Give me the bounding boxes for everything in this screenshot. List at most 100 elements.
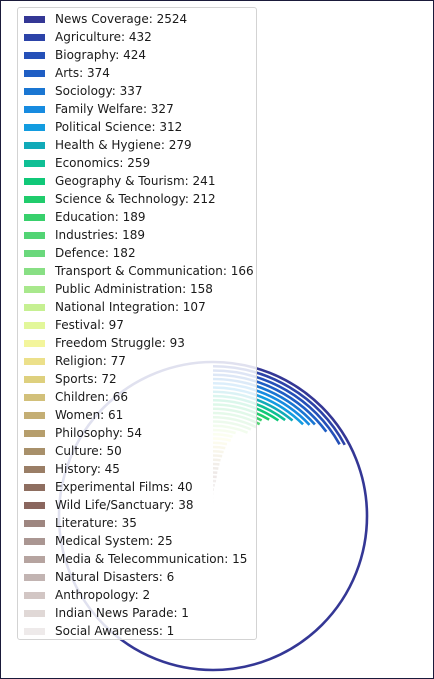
legend-swatch bbox=[24, 447, 45, 455]
legend-swatch bbox=[24, 339, 45, 347]
legend-item-social-awareness: Social Awareness: 1 bbox=[24, 622, 174, 640]
legend-item-health-hygiene: Health & Hygiene: 279 bbox=[24, 136, 192, 154]
legend-item-family-welfare: Family Welfare: 327 bbox=[24, 100, 174, 118]
legend-item-culture: Culture: 50 bbox=[24, 442, 122, 460]
legend-label: Festival: 97 bbox=[55, 318, 124, 332]
legend-item-media-telecommunication: Media & Telecommunication: 15 bbox=[24, 550, 247, 568]
legend-swatch bbox=[24, 357, 45, 365]
legend-item-political-science: Political Science: 312 bbox=[24, 118, 182, 136]
legend-item-literature: Literature: 35 bbox=[24, 514, 137, 532]
legend-item-festival: Festival: 97 bbox=[24, 316, 124, 334]
legend-swatch bbox=[24, 249, 45, 257]
legend-label: Agriculture: 432 bbox=[55, 30, 152, 44]
legend-swatch bbox=[24, 609, 45, 617]
legend-swatch bbox=[24, 213, 45, 221]
legend-swatch bbox=[24, 573, 45, 581]
legend-item-public-administration: Public Administration: 158 bbox=[24, 280, 213, 298]
legend-swatch bbox=[24, 627, 45, 635]
legend-item-religion: Religion: 77 bbox=[24, 352, 126, 370]
legend-item-philosophy: Philosophy: 54 bbox=[24, 424, 142, 442]
legend-swatch bbox=[24, 303, 45, 311]
legend-item-education: Education: 189 bbox=[24, 208, 146, 226]
legend-swatch bbox=[24, 321, 45, 329]
legend-label: Sociology: 337 bbox=[55, 84, 143, 98]
legend-item-experimental-films: Experimental Films: 40 bbox=[24, 478, 193, 496]
legend-swatch bbox=[24, 375, 45, 383]
legend-swatch bbox=[24, 123, 45, 131]
legend-item-arts: Arts: 374 bbox=[24, 64, 110, 82]
legend-label: Freedom Struggle: 93 bbox=[55, 336, 185, 350]
legend-item-industries: Industries: 189 bbox=[24, 226, 145, 244]
legend-swatch bbox=[24, 393, 45, 401]
legend-item-anthropology: Anthropology: 2 bbox=[24, 586, 150, 604]
legend-item-medical-system: Medical System: 25 bbox=[24, 532, 173, 550]
legend-label: Family Welfare: 327 bbox=[55, 102, 174, 116]
legend-label: Health & Hygiene: 279 bbox=[55, 138, 192, 152]
legend-label: News Coverage: 2524 bbox=[55, 12, 188, 26]
legend-item-science-technology: Science & Technology: 212 bbox=[24, 190, 216, 208]
legend-swatch bbox=[24, 231, 45, 239]
legend-item-wild-life-sanctuary: Wild Life/Sanctuary: 38 bbox=[24, 496, 194, 514]
legend-label: Industries: 189 bbox=[55, 228, 145, 242]
legend-swatch bbox=[24, 69, 45, 77]
legend-label: Wild Life/Sanctuary: 38 bbox=[55, 498, 194, 512]
legend-swatch bbox=[24, 537, 45, 545]
legend-swatch bbox=[24, 51, 45, 59]
legend-label: Biography: 424 bbox=[55, 48, 147, 62]
legend-item-biography: Biography: 424 bbox=[24, 46, 146, 64]
legend-item-children: Children: 66 bbox=[24, 388, 128, 406]
legend-item-women: Women: 61 bbox=[24, 406, 123, 424]
legend-item-news-coverage: News Coverage: 2524 bbox=[24, 10, 187, 28]
legend-swatch bbox=[24, 411, 45, 419]
legend-item-indian-news-parade: Indian News Parade: 1 bbox=[24, 604, 189, 622]
legend-swatch bbox=[24, 87, 45, 95]
legend-label: Indian News Parade: 1 bbox=[55, 606, 189, 620]
legend-label: History: 45 bbox=[55, 462, 120, 476]
legend-label: Experimental Films: 40 bbox=[55, 480, 193, 494]
legend-item-transport-communication: Transport & Communication: 166 bbox=[24, 262, 254, 280]
legend-item-agriculture: Agriculture: 432 bbox=[24, 28, 152, 46]
legend-label: Philosophy: 54 bbox=[55, 426, 143, 440]
legend-item-national-integration: National Integration: 107 bbox=[24, 298, 206, 316]
legend-swatch bbox=[24, 15, 45, 23]
legend-label: Culture: 50 bbox=[55, 444, 122, 458]
legend-swatch bbox=[24, 177, 45, 185]
legend-item-economics: Economics: 259 bbox=[24, 154, 150, 172]
legend-item-history: History: 45 bbox=[24, 460, 120, 478]
legend-label: Anthropology: 2 bbox=[55, 588, 151, 602]
legend-item-defence: Defence: 182 bbox=[24, 244, 136, 262]
legend-label: Media & Telecommunication: 15 bbox=[55, 552, 248, 566]
legend-swatch bbox=[24, 285, 45, 293]
legend-swatch bbox=[24, 159, 45, 167]
legend-item-natural-disasters: Natural Disasters: 6 bbox=[24, 568, 174, 586]
legend-swatch bbox=[24, 195, 45, 203]
legend-label: Political Science: 312 bbox=[55, 120, 183, 134]
legend-label: Natural Disasters: 6 bbox=[55, 570, 175, 584]
legend-swatch bbox=[24, 267, 45, 275]
legend-swatch bbox=[24, 591, 45, 599]
legend-swatch bbox=[24, 501, 45, 509]
legend-swatch bbox=[24, 33, 45, 41]
legend-item-sociology: Sociology: 337 bbox=[24, 82, 143, 100]
legend-label: Religion: 77 bbox=[55, 354, 126, 368]
legend-swatch bbox=[24, 465, 45, 473]
legend-swatch bbox=[24, 429, 45, 437]
legend-label: Literature: 35 bbox=[55, 516, 137, 530]
legend-swatch bbox=[24, 519, 45, 527]
legend-swatch bbox=[24, 555, 45, 563]
legend-label: Geography & Tourism: 241 bbox=[55, 174, 216, 188]
legend-swatch bbox=[24, 483, 45, 491]
legend-label: Social Awareness: 1 bbox=[55, 624, 175, 638]
legend-label: Transport & Communication: 166 bbox=[55, 264, 254, 278]
legend-label: Women: 61 bbox=[55, 408, 124, 422]
legend-item-geography-tourism: Geography & Tourism: 241 bbox=[24, 172, 215, 190]
legend-label: Education: 189 bbox=[55, 210, 146, 224]
legend-label: Medical System: 25 bbox=[55, 534, 173, 548]
legend-label: Sports: 72 bbox=[55, 372, 117, 386]
legend: News Coverage: 2524 Agriculture: 432 Biogr… bbox=[17, 7, 257, 640]
legend-label: Defence: 182 bbox=[55, 246, 136, 260]
legend-swatch bbox=[24, 105, 45, 113]
legend-item-sports: Sports: 72 bbox=[24, 370, 117, 388]
legend-label: Public Administration: 158 bbox=[55, 282, 213, 296]
legend-swatch bbox=[24, 141, 45, 149]
